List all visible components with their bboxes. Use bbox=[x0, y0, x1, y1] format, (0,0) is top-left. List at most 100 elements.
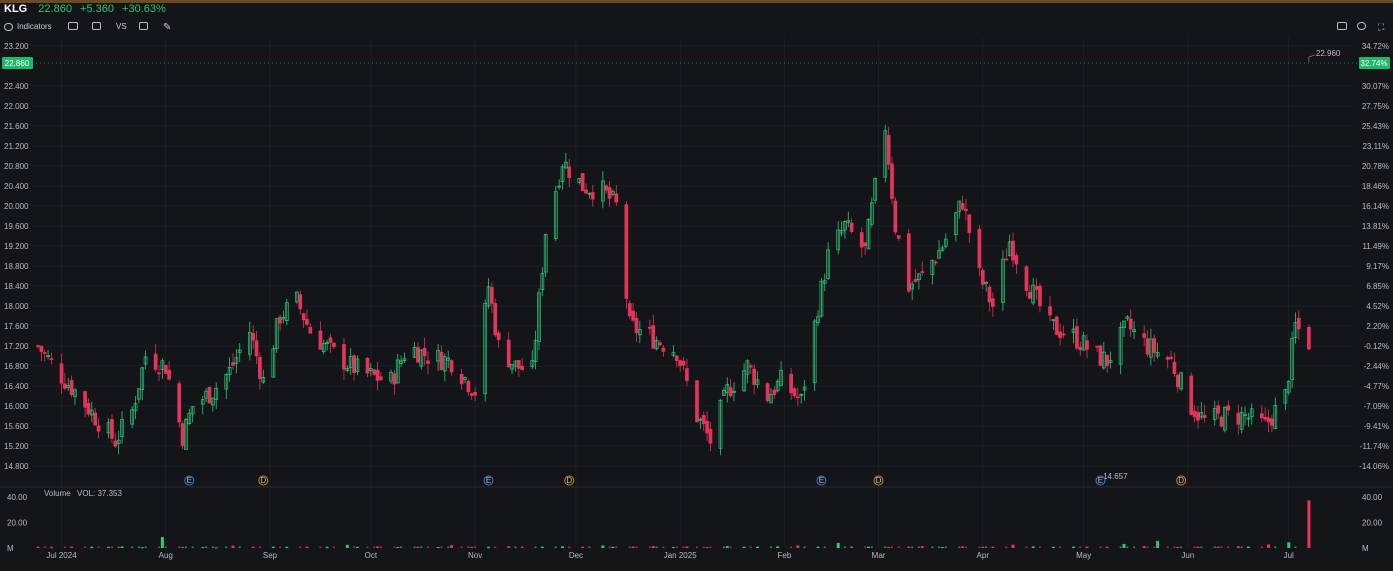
candle bbox=[654, 336, 659, 351]
candle bbox=[866, 218, 871, 250]
candle bbox=[473, 387, 477, 401]
candle bbox=[648, 319, 652, 336]
volume-bar bbox=[615, 546, 618, 548]
candle bbox=[167, 360, 171, 381]
candle-body bbox=[537, 292, 541, 342]
line-chart-icon bbox=[139, 22, 148, 30]
chart-style-button[interactable] bbox=[92, 22, 101, 30]
candle bbox=[493, 298, 498, 338]
volume-bar bbox=[97, 546, 100, 548]
candle-body bbox=[567, 166, 572, 178]
candle bbox=[305, 309, 309, 326]
candle bbox=[120, 411, 124, 444]
volume-bar bbox=[507, 546, 510, 548]
time-tick-label: Jun bbox=[1181, 551, 1194, 560]
volume-bar bbox=[353, 546, 356, 548]
candle bbox=[1024, 265, 1029, 297]
candle bbox=[1054, 315, 1059, 335]
candle bbox=[399, 355, 403, 367]
candle-body bbox=[886, 134, 891, 165]
candle bbox=[802, 380, 807, 401]
volume-bar bbox=[140, 547, 144, 549]
candle-body bbox=[506, 339, 511, 368]
draw-button[interactable]: ✎ bbox=[163, 22, 171, 33]
candle bbox=[752, 364, 756, 395]
volume-bar bbox=[891, 546, 893, 548]
volume-right-tick-label: 20.00 bbox=[1362, 519, 1383, 528]
volume-pane: Volume VOL: 37.353 40.00 40.00 20.00 20.00 M M bbox=[7, 489, 1383, 553]
candle-body bbox=[1199, 412, 1204, 418]
candle-body bbox=[133, 403, 138, 412]
candle bbox=[207, 386, 212, 404]
candle-body bbox=[577, 178, 582, 183]
volume-bar bbox=[1216, 546, 1220, 548]
candle bbox=[607, 181, 612, 207]
volume-bar bbox=[940, 546, 944, 548]
candle bbox=[36, 344, 40, 349]
candle bbox=[137, 388, 141, 404]
candle bbox=[849, 218, 854, 234]
candle bbox=[469, 392, 474, 400]
volume-bar bbox=[628, 546, 631, 548]
volume-right-tick-label: M bbox=[1362, 544, 1369, 553]
candle bbox=[705, 411, 709, 441]
indicators-button[interactable]: Indicators bbox=[4, 22, 52, 31]
volume-bar bbox=[897, 546, 900, 548]
candle bbox=[987, 284, 992, 312]
fullscreen-button[interactable]: ⛶ bbox=[1378, 22, 1384, 33]
candle-body bbox=[318, 330, 323, 350]
candle-body bbox=[1081, 335, 1086, 351]
candle bbox=[1283, 388, 1288, 411]
candle bbox=[1273, 397, 1278, 429]
candle-body bbox=[466, 380, 471, 393]
price-tick-label: 16.400 bbox=[4, 382, 29, 391]
candle-body bbox=[305, 318, 309, 325]
candle-body bbox=[1216, 405, 1220, 414]
volume-bar bbox=[37, 546, 39, 548]
volume-bar bbox=[225, 546, 228, 548]
compare-button[interactable]: VS bbox=[116, 22, 127, 31]
candle-body bbox=[113, 440, 118, 447]
candle-body bbox=[1263, 416, 1268, 420]
candle bbox=[463, 376, 467, 384]
candle-body bbox=[954, 212, 958, 235]
candle-body bbox=[1108, 359, 1113, 363]
candle-body bbox=[1226, 405, 1231, 411]
candle bbox=[439, 345, 444, 371]
candle-body bbox=[402, 358, 407, 361]
volume-bar bbox=[1274, 546, 1277, 548]
screenshot-button[interactable] bbox=[1337, 22, 1347, 30]
percent-axis: 34.72% 30.07% 27.75% 25.43% 23.11% 20.78% 18.4… bbox=[1359, 42, 1389, 471]
volume-bar bbox=[725, 546, 729, 548]
price-tick-label: 22.400 bbox=[4, 82, 29, 91]
price-tick-label: 22.000 bbox=[4, 102, 29, 111]
candle bbox=[1243, 406, 1247, 426]
volume-bar bbox=[184, 546, 187, 548]
candle bbox=[177, 380, 182, 428]
candle-body bbox=[160, 360, 165, 371]
candle-body bbox=[799, 393, 804, 396]
candle bbox=[631, 302, 635, 323]
candle bbox=[725, 377, 730, 403]
percent-tick-label: -14.06% bbox=[1359, 462, 1389, 471]
candle-body bbox=[1145, 338, 1150, 355]
volume-bar bbox=[991, 546, 994, 548]
candle bbox=[449, 359, 454, 376]
line-chart-button[interactable] bbox=[139, 22, 148, 30]
candle-body bbox=[1219, 416, 1224, 427]
candle bbox=[483, 299, 488, 402]
candle-type-button[interactable] bbox=[68, 22, 78, 30]
candle bbox=[308, 322, 313, 334]
candle bbox=[271, 345, 276, 378]
candle-body bbox=[442, 356, 447, 372]
candle bbox=[954, 211, 958, 242]
volume-bar bbox=[964, 546, 967, 548]
candle-body bbox=[224, 374, 229, 390]
candle-body bbox=[1007, 241, 1012, 257]
candle bbox=[190, 406, 195, 423]
price-tick-label: 20.400 bbox=[4, 182, 29, 191]
candle-body bbox=[1001, 258, 1005, 303]
candle bbox=[765, 382, 770, 403]
visibility-button[interactable] bbox=[1357, 22, 1366, 30]
